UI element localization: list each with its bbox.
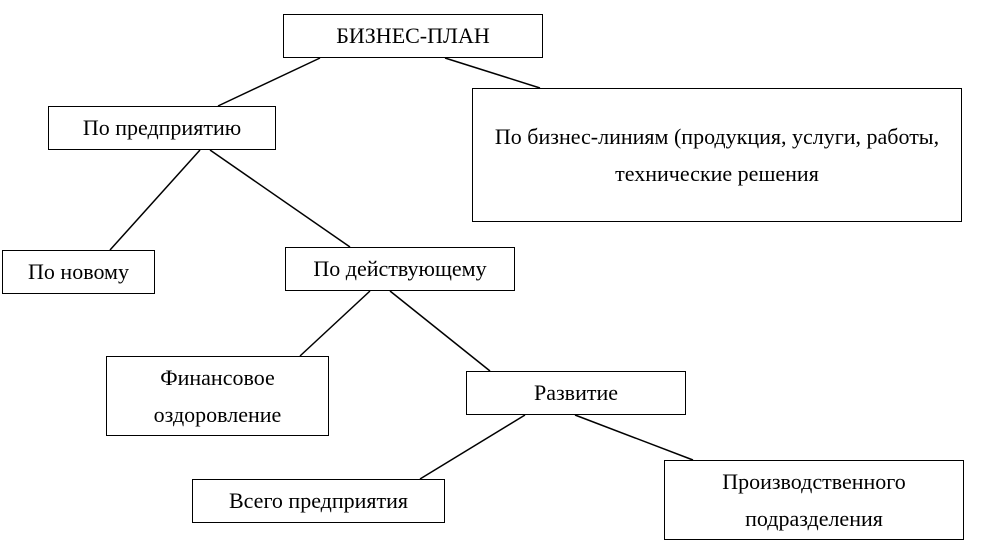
node-label: Производственного подразделения (673, 463, 955, 538)
edge (575, 415, 693, 460)
node-root: БИЗНЕС-ПЛАН (283, 14, 543, 58)
node-whole: Всего предприятия (192, 479, 445, 523)
edge (300, 291, 370, 356)
node-label: Финансовое оздоровление (115, 359, 320, 434)
node-existing: По действующему (285, 247, 515, 291)
node-label: По бизнес-линиям (продукция, услуги, раб… (481, 118, 953, 193)
edge (445, 58, 540, 88)
edge (420, 415, 525, 479)
node-label: Всего предприятия (229, 482, 408, 519)
node-development: Развитие (466, 371, 686, 415)
node-label: Развитие (534, 374, 618, 411)
node-label: По новому (28, 253, 129, 290)
edge (390, 291, 490, 371)
node-enterprise: По предприятию (48, 106, 276, 150)
node-new: По новому (2, 250, 155, 294)
node-label: По предприятию (83, 109, 241, 146)
node-division: Производственного подразделения (664, 460, 964, 540)
node-label: БИЗНЕС-ПЛАН (336, 17, 489, 54)
edge (110, 150, 200, 250)
node-financial: Финансовое оздоровление (106, 356, 329, 436)
edge (210, 150, 350, 247)
edge (218, 58, 320, 106)
node-label: По действующему (313, 250, 486, 287)
tree-diagram: БИЗНЕС-ПЛАН По предприятию По бизнес-лин… (0, 0, 1007, 560)
node-business-lines: По бизнес-линиям (продукция, услуги, раб… (472, 88, 962, 222)
